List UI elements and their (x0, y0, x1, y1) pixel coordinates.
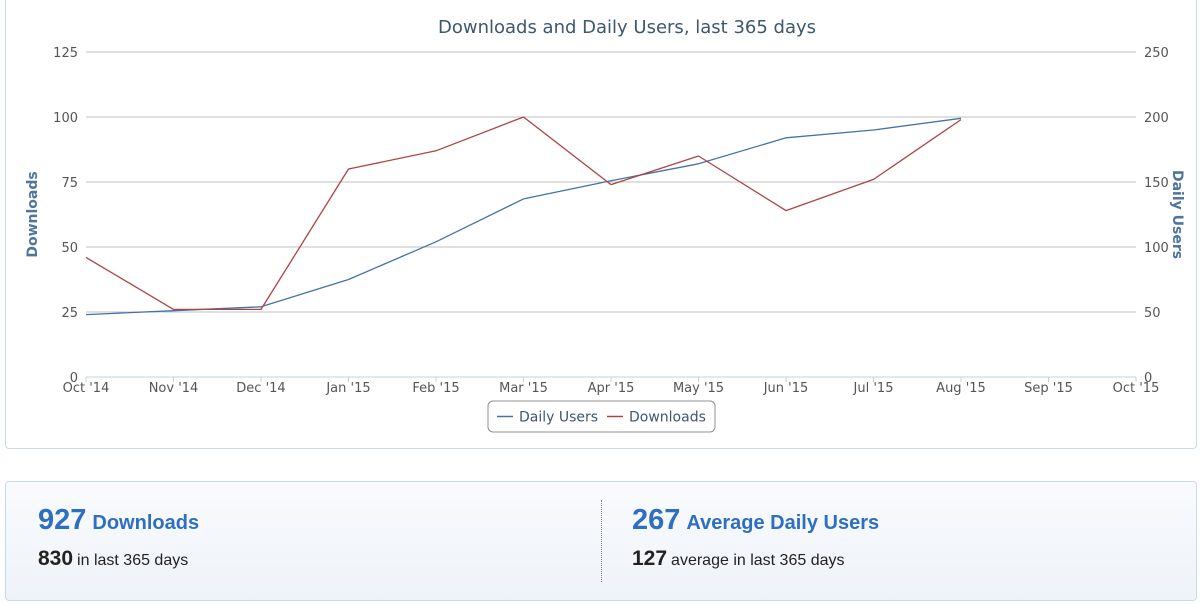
downloads-stat: 927 Downloads 830 in last 365 days (38, 504, 199, 571)
chart-title: Downloads and Daily Users, last 365 days (438, 17, 816, 38)
daily-users-recent-text: average in last 365 days (671, 552, 845, 569)
series-line-daily-users (85, 117, 962, 316)
x-tick-label: Jan '15 (325, 381, 370, 396)
legend-label: Daily Users (519, 410, 598, 426)
x-tick-label: Oct '15 (1113, 381, 1160, 396)
x-tick-label: Apr '15 (588, 381, 635, 396)
y-left-tick-label: 0 (70, 371, 78, 386)
daily-users-recent: 127 (632, 547, 668, 570)
x-tick-label: Sep '15 (1024, 381, 1073, 396)
x-tick-label: Dec '14 (236, 381, 285, 396)
y-right-tick-label: 150 (1144, 176, 1169, 191)
legend-label: Downloads (629, 410, 706, 426)
stats-panel: 927 Downloads 830 in last 365 days 267 Aver… (5, 481, 1197, 601)
y-left-tick-label: 125 (53, 46, 78, 61)
x-tick-label: Jun '15 (763, 381, 809, 396)
downloads-label: Downloads (92, 512, 200, 534)
y-left-tick-label: 100 (53, 111, 78, 126)
y-right-tick-label: 200 (1144, 111, 1169, 126)
series-line-downloads (85, 116, 962, 311)
y-left-tick-label: 50 (61, 241, 78, 256)
x-tick-label: Oct '14 (63, 381, 110, 396)
x-tick-label: Nov '14 (149, 381, 199, 396)
chart-panel: Downloads and Daily Users, last 365 days… (5, 0, 1197, 449)
downloads-recent-text: in last 365 days (77, 552, 189, 569)
y-right-axis-label: Daily Users (1169, 170, 1185, 259)
daily-users-label: Average Daily Users (686, 512, 880, 534)
y-right-tick-label: 100 (1144, 241, 1169, 256)
downloads-recent: 830 (38, 547, 74, 570)
x-tick-label: Feb '15 (412, 381, 459, 396)
x-tick-label: Jul '15 (853, 381, 894, 396)
stats-divider (601, 500, 602, 582)
downloads-total: 927 (38, 504, 87, 536)
y-right-tick-label: 250 (1144, 46, 1169, 61)
daily-users-total: 267 (632, 504, 681, 536)
x-tick-label: Aug '15 (936, 381, 986, 396)
chart: Downloads and Daily Users, last 365 days… (25, 17, 1185, 433)
y-right-tick-label: 0 (1144, 371, 1152, 386)
x-tick-label: May '15 (673, 381, 724, 396)
legend-box (487, 400, 716, 433)
daily-users-stat: 267 Average Daily Users 127 average in las… (632, 504, 879, 571)
y-left-tick-label: 25 (61, 306, 78, 321)
x-tick-label: Mar '15 (499, 381, 548, 396)
y-left-axis-label: Downloads (25, 171, 41, 257)
y-left-tick-label: 75 (61, 176, 78, 191)
y-right-tick-label: 50 (1144, 306, 1161, 321)
